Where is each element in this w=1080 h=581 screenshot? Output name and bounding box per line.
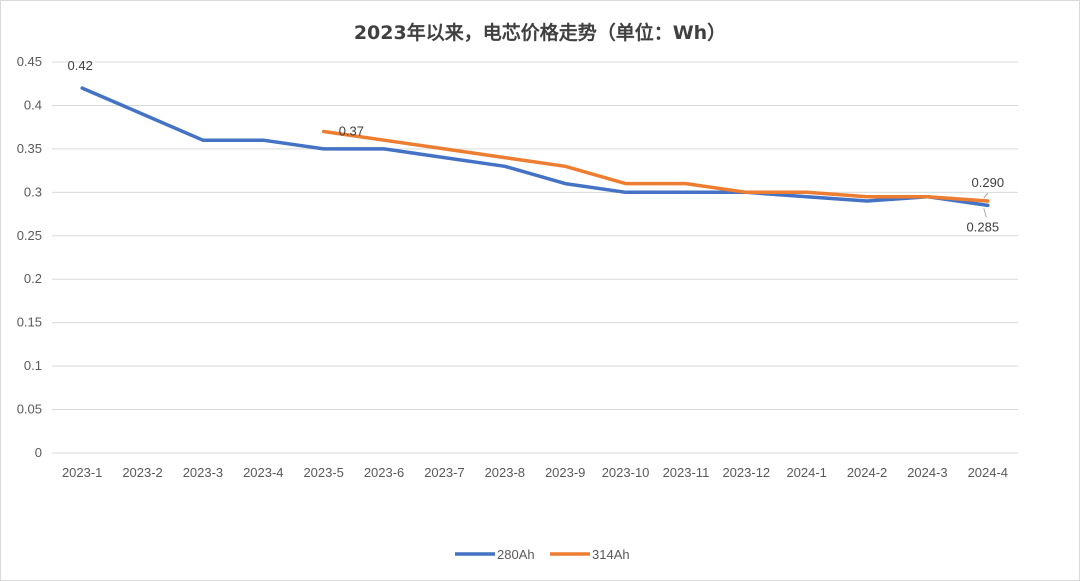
data-label: 0.290 — [972, 175, 1005, 190]
series-line-280Ah — [80, 86, 990, 208]
legend-label: 280Ah — [497, 547, 535, 562]
data-label: 0.42 — [68, 58, 93, 73]
x-tick-label: 2023-3 — [183, 465, 223, 480]
y-tick-label: 0.35 — [17, 141, 42, 156]
x-tick-label: 2023-11 — [663, 465, 710, 480]
x-tick-label: 2023-1 — [62, 465, 102, 480]
y-tick-label: 0.15 — [17, 315, 42, 330]
data-labels: 0.42 0.37 0.290 0.285 — [68, 58, 1005, 234]
y-axis-ticks: 0 0.05 0.1 0.15 0.2 0.25 0.3 0.35 0.4 0.45 — [17, 54, 42, 460]
y-tick-label: 0.3 — [24, 184, 42, 199]
x-tick-label: 2024-1 — [786, 465, 826, 480]
x-tick-label: 2024-2 — [847, 465, 887, 480]
chart-title: 2023年以来，电芯价格走势（单位：Wh） — [353, 22, 727, 44]
x-tick-label: 2023-6 — [364, 465, 404, 480]
x-tick-label: 2023-2 — [122, 465, 162, 480]
x-tick-label: 2023-5 — [303, 465, 343, 480]
series-lines — [80, 86, 990, 208]
data-label-leader — [983, 208, 987, 218]
x-axis-ticks: 2023-1 2023-2 2023-3 2023-4 2023-5 2023-6 2023… — [62, 465, 1008, 480]
x-tick-label: 2023-9 — [545, 465, 585, 480]
legend-label: 314Ah — [592, 547, 630, 562]
x-tick-label: 2023-7 — [424, 465, 464, 480]
y-tick-label: 0.45 — [17, 54, 42, 69]
y-tick-label: 0 — [35, 445, 42, 460]
x-tick-label: 2024-3 — [907, 465, 947, 480]
data-label: 0.285 — [967, 219, 1000, 234]
x-tick-label: 2023-12 — [722, 465, 770, 480]
x-tick-label: 2023-8 — [485, 465, 525, 480]
gridlines — [52, 61, 1018, 454]
data-label-leader — [983, 192, 989, 199]
y-tick-label: 0.2 — [24, 271, 42, 286]
y-tick-label: 0.1 — [24, 358, 42, 373]
series-line-314Ah — [321, 129, 990, 203]
y-tick-label: 0.4 — [24, 97, 42, 112]
x-tick-label: 2023-10 — [602, 465, 650, 480]
x-tick-label: 2024-4 — [968, 465, 1008, 480]
y-tick-label: 0.05 — [17, 402, 42, 417]
data-label: 0.37 — [339, 124, 364, 139]
legend: 280Ah 314Ah — [455, 547, 630, 562]
y-tick-label: 0.25 — [17, 228, 42, 243]
x-tick-label: 2023-4 — [243, 465, 283, 480]
